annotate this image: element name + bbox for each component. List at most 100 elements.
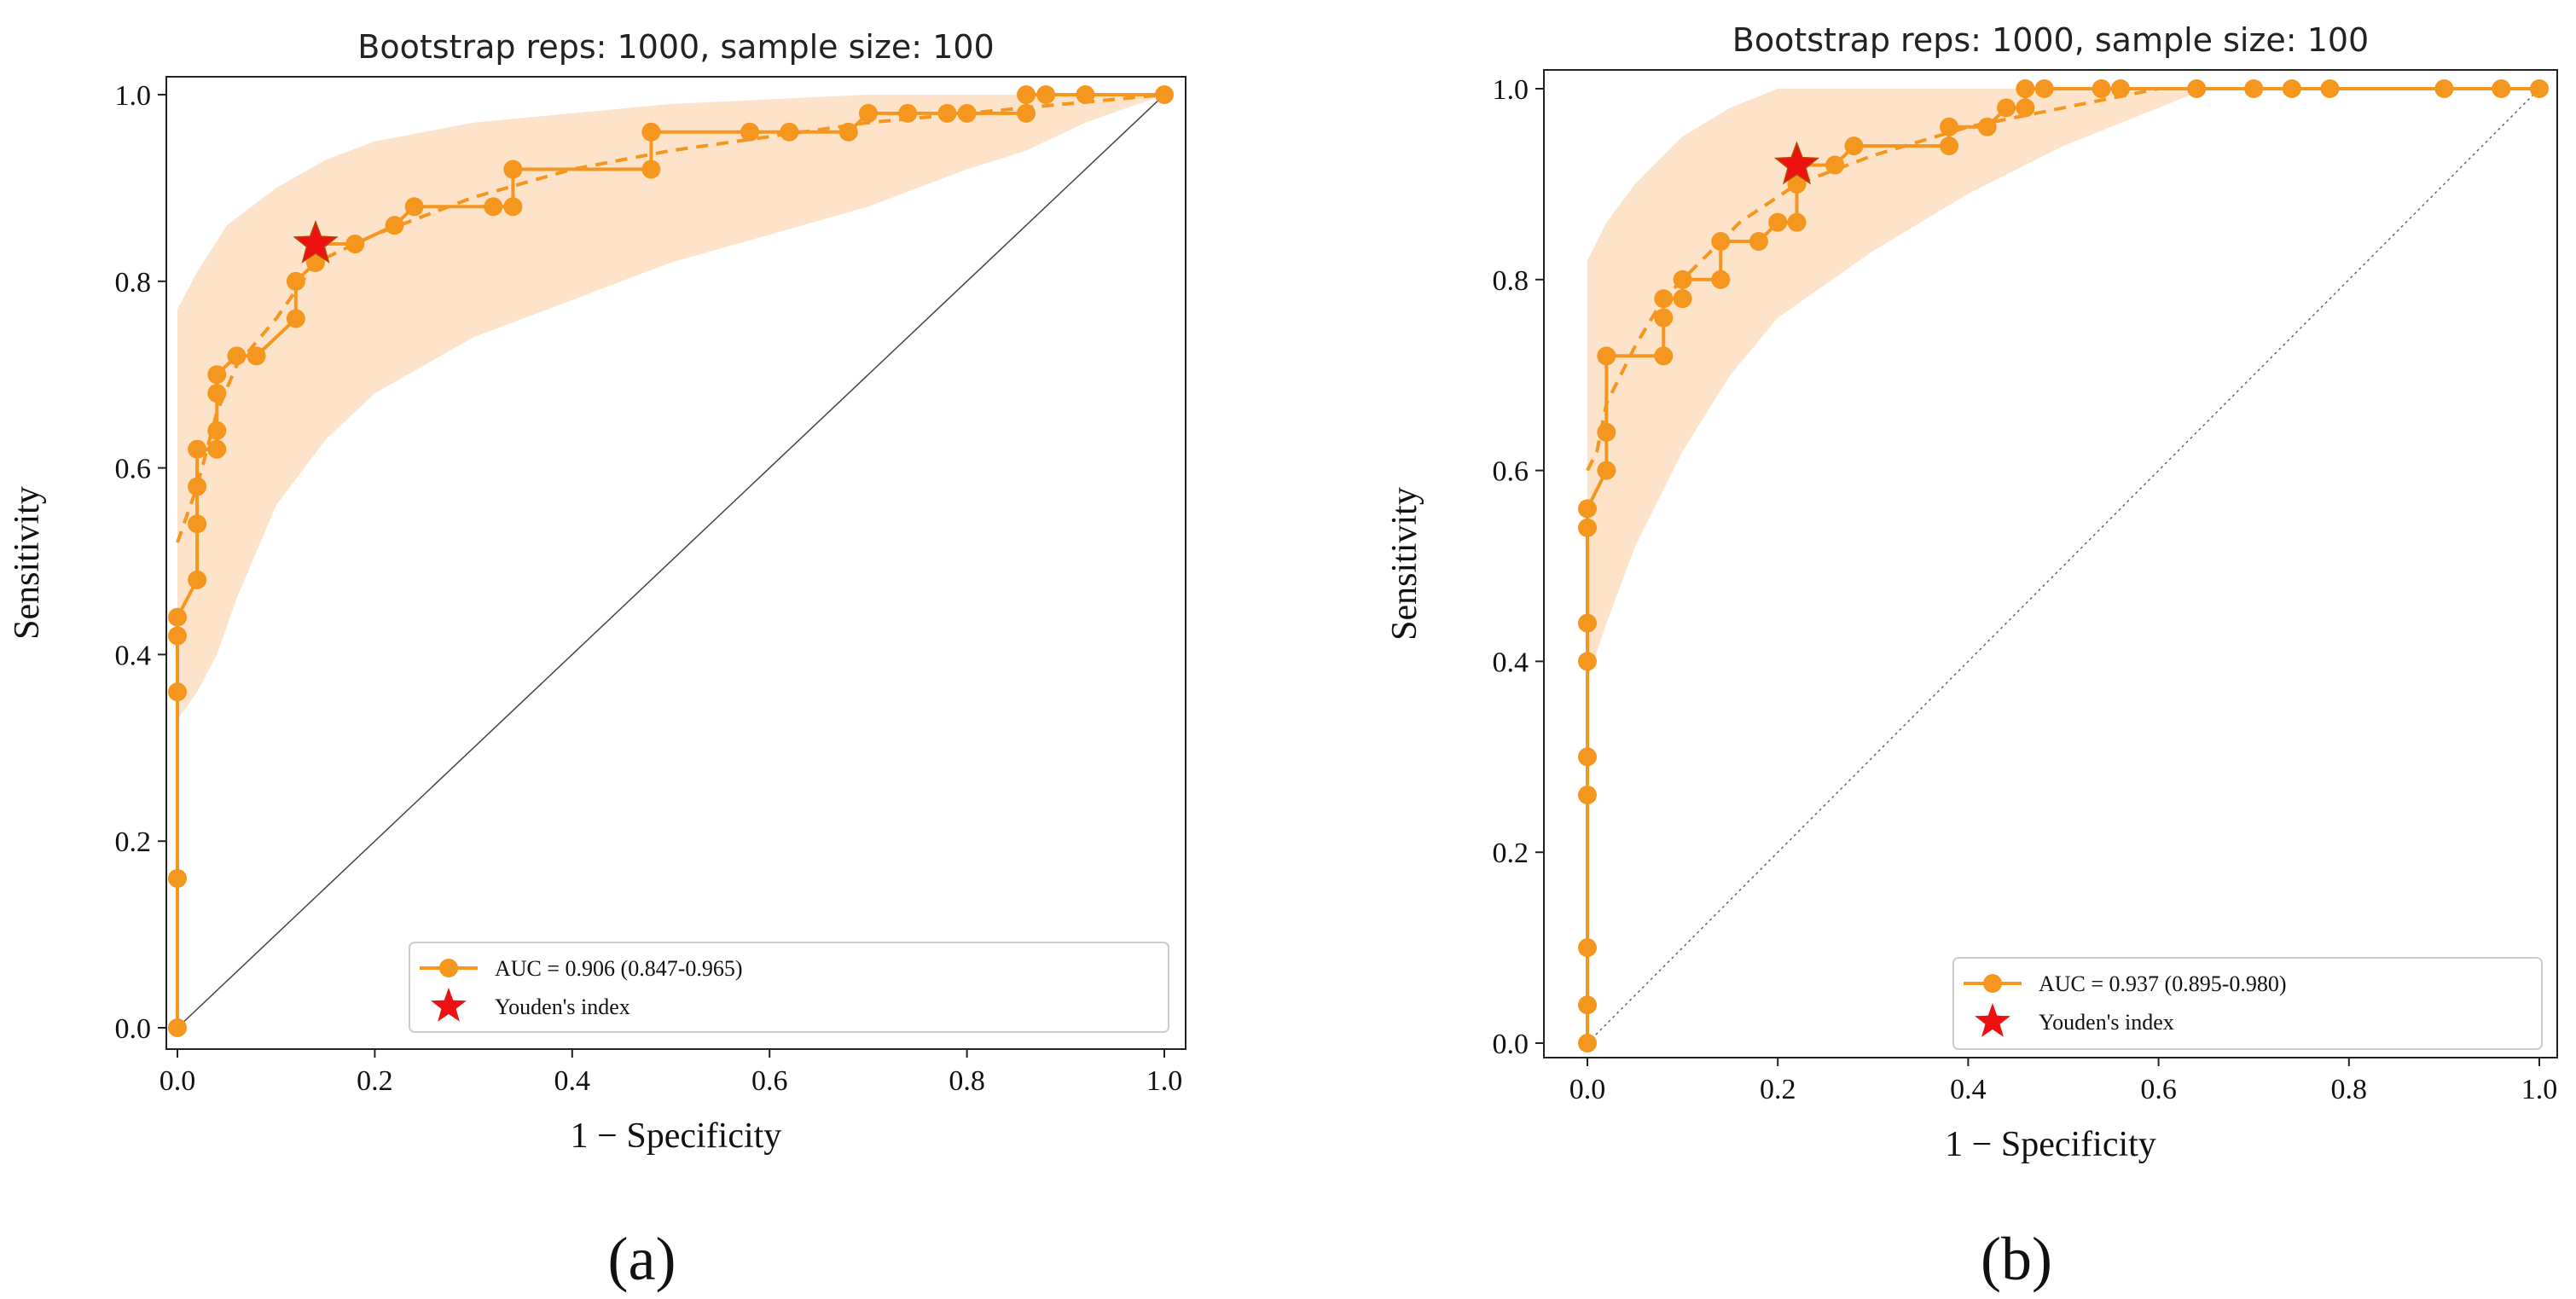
roc-point (1578, 613, 1597, 633)
roc-point (1844, 136, 1864, 156)
roc-point (1017, 103, 1036, 123)
roc-point (2016, 79, 2035, 98)
roc-point (207, 365, 227, 385)
chart-title: Bootstrap reps: 1000, sample size: 100 (357, 28, 994, 66)
legend-box (1952, 957, 2543, 1050)
roc-point (1654, 308, 1674, 328)
roc-point (1036, 85, 1056, 104)
youden-star (1773, 141, 1820, 185)
roc-point (1597, 461, 1616, 480)
roc-point (2282, 79, 2301, 98)
roc-point (2492, 79, 2511, 98)
roc-point (404, 197, 424, 217)
y-tick-label: 1.0 (115, 80, 152, 112)
roc-line (1586, 87, 2539, 1043)
x-tick-label: 0.8 (949, 1065, 985, 1097)
roc-point (1825, 155, 1845, 175)
legend-youden-label: Youden's index (2039, 1010, 2174, 1035)
roc-point (168, 868, 187, 888)
legend-auc-label: AUC = 0.937 (0.895-0.980) (2039, 971, 2287, 996)
roc-point (168, 682, 187, 702)
y-tick-label: 0.8 (1493, 265, 1529, 297)
roc-point (2092, 79, 2111, 98)
x-axis-label: 1 − Specificity (571, 1116, 782, 1156)
roc-point (188, 514, 207, 534)
roc-panel-a: Bootstrap reps: 1000, sample size: 100 0.… (8, 28, 1186, 1293)
roc-point (1654, 289, 1674, 309)
roc-point (2244, 79, 2264, 98)
plot-frame (1543, 69, 2558, 1058)
x-tick-label: 0.6 (2140, 1074, 2177, 1105)
roc-point (1155, 85, 1174, 104)
roc-point (898, 103, 918, 123)
roc-point (1578, 1034, 1597, 1053)
y-axis-label: Sensitivity (8, 486, 47, 640)
x-tick-label: 0.2 (357, 1065, 393, 1097)
roc-point (1997, 98, 2016, 118)
roc-point (1673, 289, 1692, 309)
legend: AUC = 0.906 (0.847-0.965) Youden's index (409, 942, 1169, 1033)
roc-point (838, 122, 858, 142)
roc-point (188, 477, 207, 496)
roc-point (305, 252, 325, 272)
roc-point (2320, 79, 2340, 98)
roc-point (188, 439, 207, 459)
x-tick-label: 0.0 (160, 1065, 196, 1097)
roc-point (641, 122, 661, 142)
x-tick-label: 0.6 (751, 1065, 788, 1097)
roc-point (247, 346, 266, 366)
roc-point (168, 607, 187, 627)
roc-point (1711, 232, 1731, 252)
roc-point (1578, 938, 1597, 958)
legend: AUC = 0.937 (0.895-0.980) Youden's index (1952, 957, 2543, 1050)
roc-point (641, 159, 661, 179)
roc-point (2016, 98, 2035, 118)
roc-point (1597, 422, 1616, 442)
roc-point (740, 122, 760, 142)
roc-point (1076, 85, 1095, 104)
x-tick-label: 0.0 (1569, 1074, 1606, 1105)
x-axis-label: 1 − Specificity (1945, 1125, 2156, 1164)
chance-diagonal (177, 94, 1165, 1029)
roc-point (286, 309, 305, 328)
roc-point (207, 384, 227, 403)
y-tick-label: 0.6 (1493, 456, 1529, 488)
roc-point (1578, 652, 1597, 671)
roc-point (2530, 79, 2549, 98)
roc-point (1578, 747, 1597, 767)
y-tick-label: 0.2 (1493, 838, 1529, 869)
chance-diagonal (1587, 88, 2540, 1044)
y-tick-label: 0.6 (115, 454, 152, 485)
roc-point (503, 197, 523, 217)
roc-point (1977, 117, 1997, 136)
roc-point (1578, 995, 1597, 1015)
roc-point (1654, 346, 1674, 366)
roc-point (1578, 499, 1597, 519)
panel-label: (a) (608, 1225, 676, 1293)
roc-point (1711, 270, 1731, 289)
roc-point (1749, 232, 1768, 252)
roc-point (207, 420, 227, 440)
x-tick-label: 0.8 (2331, 1074, 2368, 1105)
roc-point (503, 159, 523, 179)
y-tick-label: 0.0 (115, 1013, 152, 1045)
x-tick-label: 1.0 (2521, 1074, 2558, 1105)
x-tick-label: 1.0 (1146, 1065, 1183, 1097)
x-tick-label: 0.2 (1760, 1074, 1796, 1105)
roc-point (937, 103, 957, 123)
youden-star (293, 219, 339, 264)
x-tick-label: 0.4 (554, 1065, 591, 1097)
legend-marker-swatch (439, 959, 458, 977)
roc-point (2434, 79, 2454, 98)
y-tick-label: 0.4 (115, 640, 152, 671)
roc-point (858, 103, 878, 123)
roc-point (168, 1018, 187, 1037)
y-tick-label: 0.2 (115, 826, 152, 858)
roc-point (484, 197, 503, 217)
roc-point (188, 570, 207, 589)
confidence-band (177, 95, 1164, 720)
legend-auc-label: AUC = 0.906 (0.847-0.965) (495, 956, 743, 981)
legend-star-swatch (431, 988, 467, 1022)
roc-point (1673, 270, 1692, 289)
